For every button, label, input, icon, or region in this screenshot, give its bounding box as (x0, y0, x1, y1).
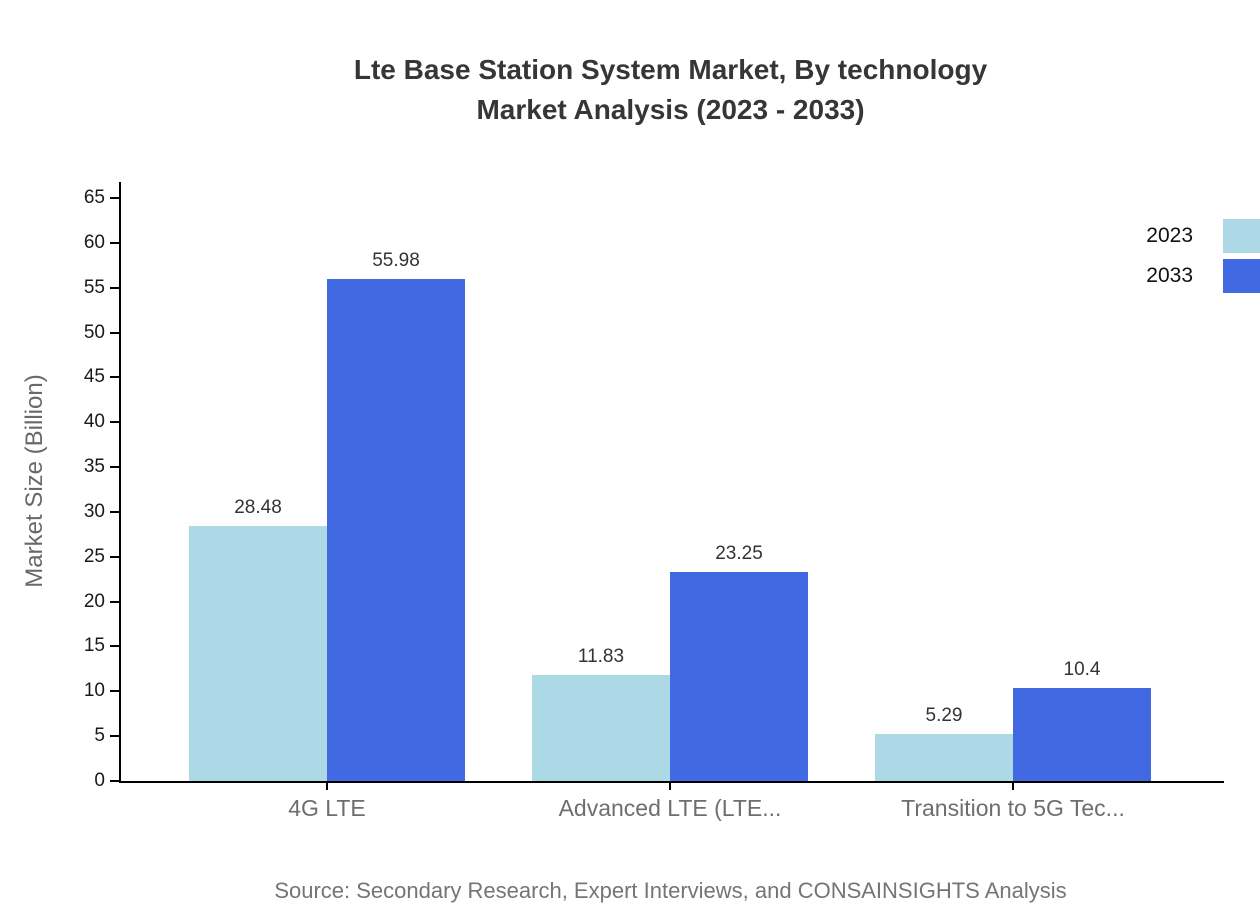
y-tick-label: 65 (83, 187, 105, 208)
bar-value-label: 5.29 (925, 704, 963, 726)
y-tick-label: 50 (83, 321, 105, 343)
y-axis-title: Market Size (Billion) (21, 374, 48, 588)
legend: 2023 2033 (1146, 216, 1260, 296)
y-tick-mark (110, 510, 119, 513)
y-tick-mark (110, 376, 119, 379)
y-tick-label: 20 (83, 590, 105, 612)
y-tick-label: 0 (94, 770, 105, 791)
legend-swatch-2023 (1223, 219, 1260, 253)
bar-2033 (670, 572, 808, 781)
y-tick-label: 40 (83, 411, 105, 433)
y-tick-label: 60 (83, 231, 105, 253)
y-tick-mark (110, 780, 119, 782)
legend-label: 2033 (1146, 264, 1193, 287)
bar-value-label: 28.48 (234, 496, 282, 518)
bar-2023 (189, 525, 327, 781)
bar-2033 (1013, 687, 1151, 781)
y-tick-label: 15 (83, 635, 105, 657)
bar-value-label: 10.4 (1063, 658, 1101, 680)
y-tick-mark (110, 690, 119, 693)
x-category-label: Advanced LTE (LTE... (558, 795, 782, 821)
y-tick-label: 5 (94, 725, 105, 747)
chart-title: Lte Base Station System Market, By techn… (119, 50, 1222, 130)
chart-title-line1: Lte Base Station System Market, By techn… (353, 54, 988, 85)
x-tick-mark (669, 781, 671, 790)
y-tick-mark (110, 241, 119, 244)
y-tick-label: 30 (83, 500, 105, 522)
y-tick-label: 10 (83, 680, 105, 702)
y-tick-label: 45 (83, 366, 105, 388)
legend-row: 2033 (1146, 256, 1260, 296)
bar-2023 (875, 733, 1013, 781)
y-tick-mark (110, 331, 119, 334)
y-tick-mark (110, 197, 119, 199)
y-tick-label: 35 (83, 456, 105, 478)
y-tick-mark (110, 555, 119, 558)
y-tick-label: 55 (83, 276, 105, 298)
y-tick-label: 25 (83, 545, 105, 567)
chart-title-line2: Market Analysis (2023 - 2033) (476, 94, 865, 125)
y-tick-mark (110, 466, 119, 469)
plot-area: 0 5 10 15 20 25 30 35 40 45 50 55 60 65 28.48 55.98 11.8… (84, 182, 1224, 791)
bar-value-label: 23.25 (715, 543, 763, 565)
bar-value-label: 55.98 (372, 249, 420, 271)
legend-label: 2023 (1146, 224, 1193, 247)
y-tick-mark (110, 600, 119, 603)
bar-2033 (327, 278, 465, 781)
y-tick-mark (110, 421, 119, 424)
x-category-label: 4G LTE (288, 795, 366, 821)
bar-2023 (532, 674, 670, 781)
x-category-label: Transition to 5G Tec... (901, 795, 1125, 821)
legend-swatch-2033 (1223, 259, 1260, 293)
y-tick-mark (110, 645, 119, 648)
x-tick-mark (326, 781, 328, 790)
legend-row: 2023 (1146, 216, 1260, 256)
y-tick-mark (110, 735, 119, 738)
source-text: Source: Secondary Research, Expert Inter… (274, 878, 1067, 903)
x-tick-mark (1012, 781, 1014, 790)
y-tick-mark (110, 286, 119, 289)
bar-value-label: 11.83 (577, 645, 625, 667)
